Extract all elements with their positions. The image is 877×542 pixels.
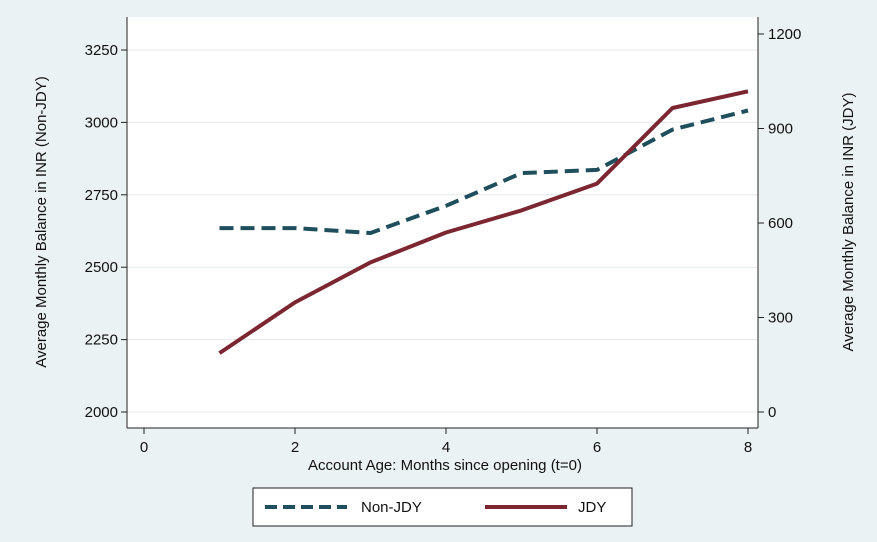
series-line-jdy	[218, 89, 749, 355]
x-tick-label: 0	[140, 439, 148, 456]
y-axis-left-label: Average Monthly Balance in INR (Non-JDY)	[33, 76, 50, 368]
legend: Non-JDY JDY	[252, 487, 633, 527]
y-left-tick-label: 3250	[85, 42, 118, 59]
x-axis-label: Account Age: Months since opening (t=0)	[308, 457, 582, 474]
x-tick-label: 4	[442, 439, 450, 456]
gridlines	[127, 49, 758, 413]
x-tick-label: 2	[291, 439, 299, 456]
series-lines	[218, 89, 749, 355]
y-axis-right-label: Average Monthly Balance in INR (JDY)	[840, 92, 857, 351]
y-right-tick-label: 300	[768, 310, 793, 327]
x-tick-label: 8	[744, 439, 752, 456]
y-left-tick-label: 2750	[85, 187, 118, 204]
y-right-tick-label: 0	[768, 404, 776, 421]
left-y-ticks: 2000 2250 2500 2750 3000 3250	[85, 42, 127, 421]
y-right-tick-label: 1200	[768, 26, 801, 43]
y-left-tick-label: 2000	[85, 404, 118, 421]
legend-label-jdy: JDY	[578, 499, 606, 516]
x-tick-label: 6	[593, 439, 601, 456]
y-left-tick-label: 2250	[85, 332, 118, 349]
plot-area	[127, 17, 758, 428]
y-left-tick-label: 2500	[85, 259, 118, 276]
legend-label-non-jdy: Non-JDY	[361, 499, 422, 516]
x-ticks: 0 2 4 6 8	[140, 428, 752, 456]
y-right-tick-label: 600	[768, 215, 793, 232]
right-y-ticks: 0 300 600 900 1200	[758, 26, 801, 421]
y-right-tick-label: 900	[768, 121, 793, 138]
y-left-tick-label: 3000	[85, 114, 118, 131]
series-line-non-jdy	[219, 108, 749, 235]
legend-box	[252, 487, 633, 527]
